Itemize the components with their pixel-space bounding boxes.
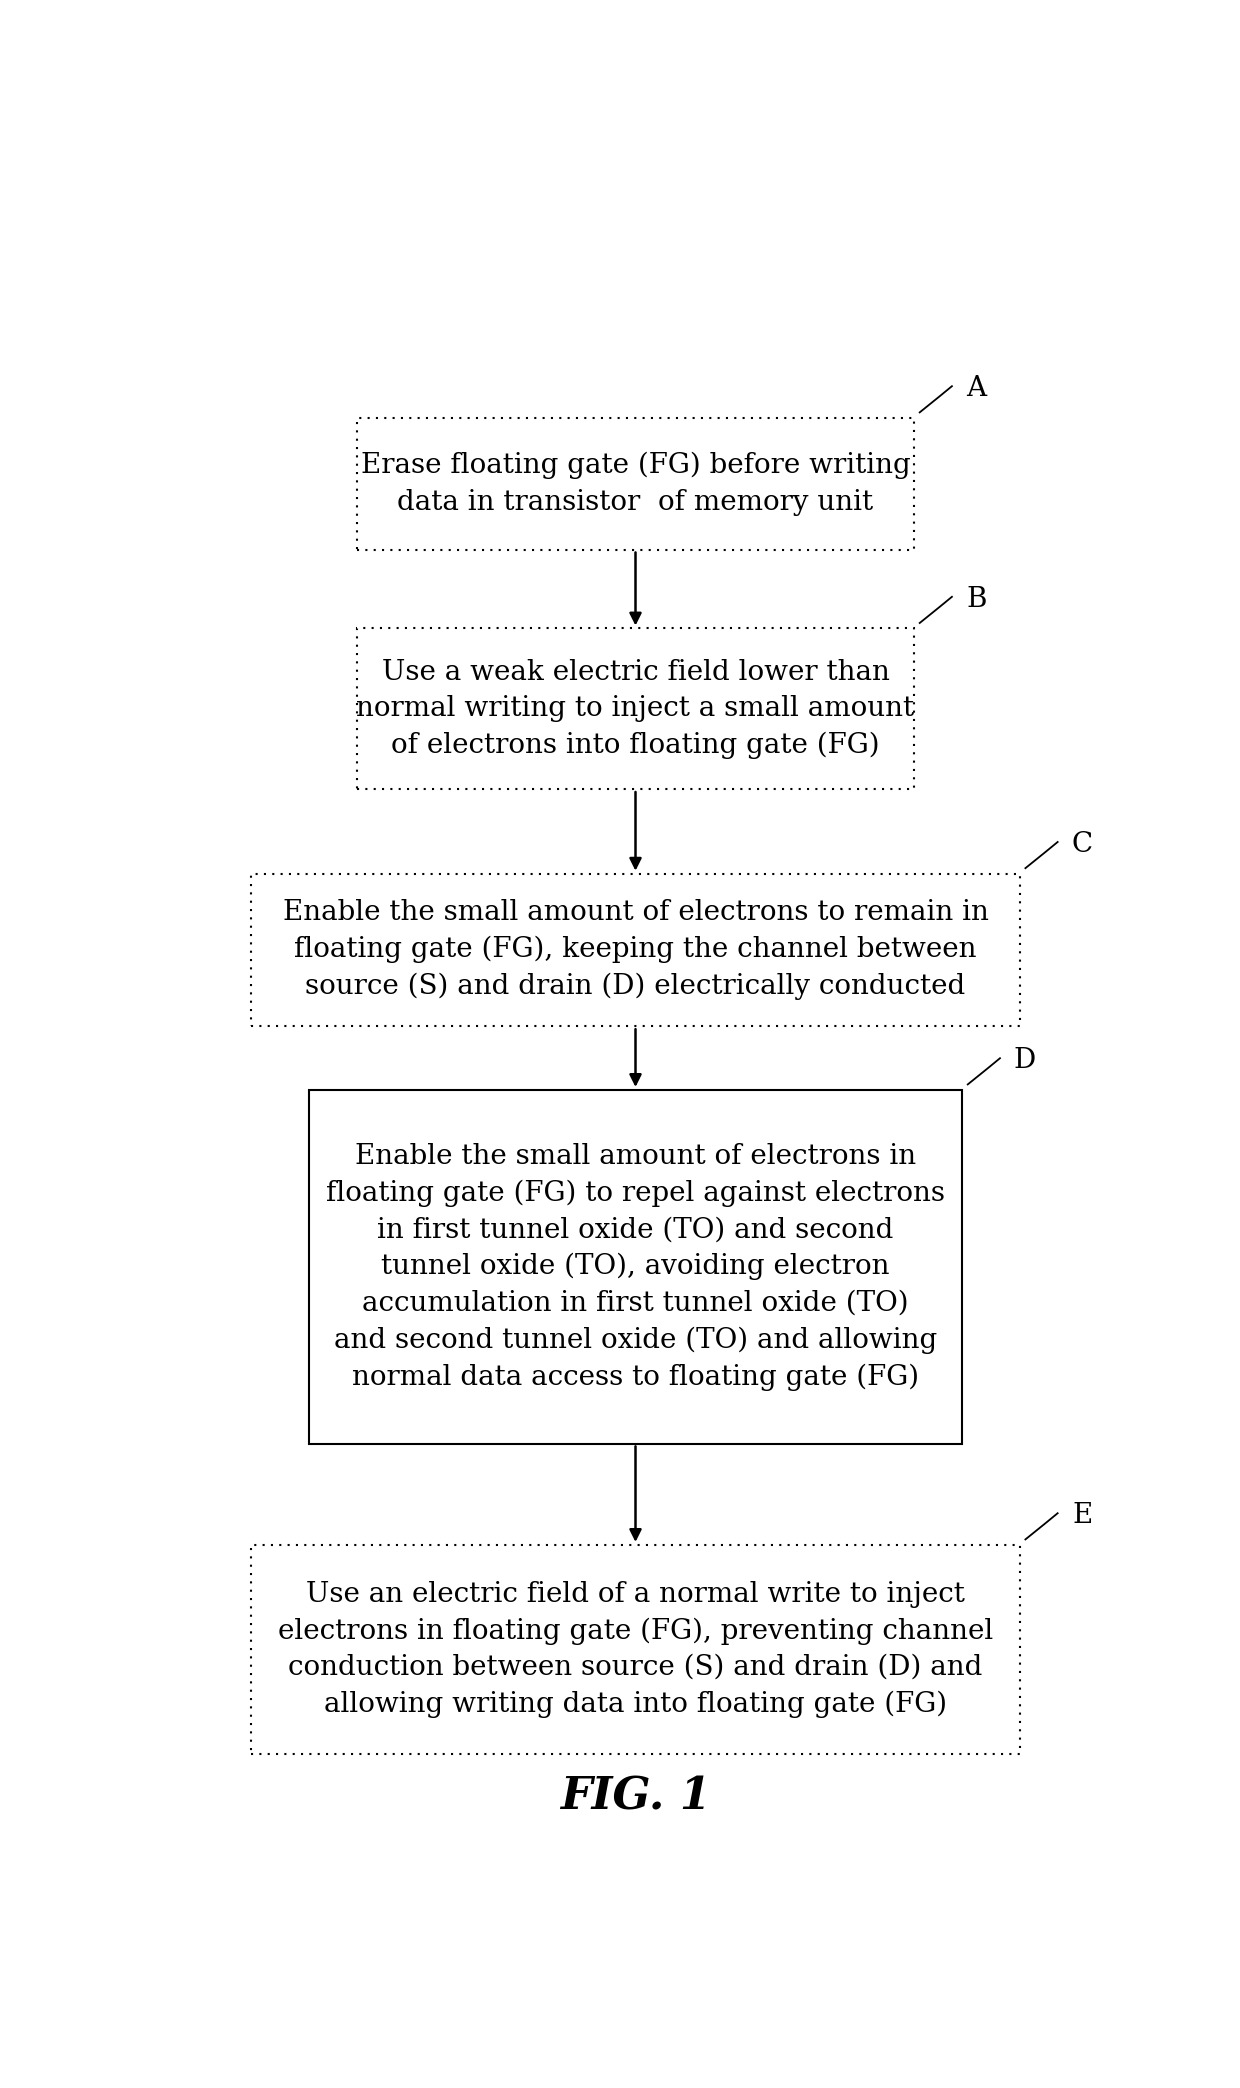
- Text: A: A: [967, 376, 987, 403]
- Text: Use an electric field of a normal write to inject
electrons in floating gate (FG: Use an electric field of a normal write …: [278, 1581, 993, 1718]
- Text: Erase floating gate (FG) before writing
data in transistor  of memory unit: Erase floating gate (FG) before writing …: [361, 451, 910, 516]
- Text: Enable the small amount of electrons in
floating gate (FG) to repel against elec: Enable the small amount of electrons in …: [326, 1142, 945, 1391]
- FancyBboxPatch shape: [357, 418, 914, 549]
- FancyBboxPatch shape: [357, 628, 914, 789]
- Text: C: C: [1071, 831, 1092, 858]
- FancyBboxPatch shape: [309, 1090, 962, 1443]
- FancyBboxPatch shape: [250, 873, 1019, 1027]
- Text: E: E: [1073, 1503, 1092, 1528]
- Text: Enable the small amount of electrons to remain in
floating gate (FG), keeping th: Enable the small amount of electrons to …: [283, 900, 988, 1000]
- Text: B: B: [966, 587, 987, 614]
- FancyBboxPatch shape: [250, 1545, 1019, 1754]
- Text: Use a weak electric field lower than
normal writing to inject a small amount
of : Use a weak electric field lower than nor…: [356, 658, 915, 758]
- Text: D: D: [1013, 1048, 1035, 1075]
- Text: FIG. 1: FIG. 1: [560, 1775, 711, 1819]
